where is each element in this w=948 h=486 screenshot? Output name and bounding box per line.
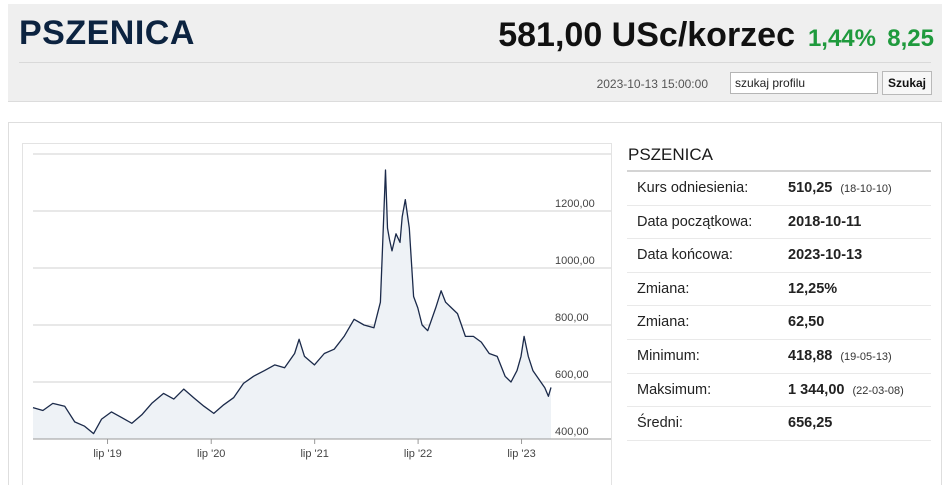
- stats-label: Minimum:: [637, 347, 700, 364]
- stats-label: Zmiana:: [637, 280, 690, 297]
- quote-header: PSZENICA 581,00 USc/korzec 1,44% 8,25 20…: [8, 4, 942, 102]
- stats-value-text: 1 344,00: [788, 381, 845, 398]
- x-tick-label: lip '22: [404, 448, 432, 460]
- x-tick-label: lip '20: [197, 448, 225, 460]
- stats-row: Zmiana: 12,25%: [627, 273, 931, 307]
- stats-title: PSZENICA: [627, 142, 931, 172]
- x-tick-label: lip '23: [507, 448, 535, 460]
- stats-table: PSZENICA Kurs odniesienia: 510,25 (18-10-1…: [627, 142, 931, 441]
- stats-value: 418,88 (19-05-13): [788, 348, 892, 364]
- stats-label: Zmiana:: [637, 314, 690, 331]
- price-chart: 400,00 600,00 800,00 1000,00 1200,00 lip '19 l…: [22, 143, 612, 485]
- stats-value: 2023-10-13: [788, 247, 862, 263]
- profile-search-input[interactable]: [730, 72, 878, 94]
- stats-value-date: (22-03-08): [852, 384, 904, 397]
- stats-value: 656,25: [788, 415, 832, 431]
- stats-value-date: (18-10-10): [840, 183, 892, 195]
- stats-value-text: 510,25: [788, 180, 833, 196]
- stats-row: Średni: 656,25: [627, 407, 931, 441]
- price-line: [32, 169, 552, 435]
- stats-row: Data początkowa: 2018-10-11: [627, 206, 931, 240]
- stats-value: 1 344,00 (22-03-08): [788, 382, 904, 398]
- stats-value-text: 62,50: [788, 314, 825, 331]
- stats-label: Kurs odniesienia:: [637, 180, 749, 196]
- content-panel: [8, 122, 942, 485]
- current-price: 581,00 USc/korzec: [498, 16, 795, 54]
- change-absolute: 8,25: [887, 25, 934, 52]
- quote-timestamp: 2023-10-13 15:00:00: [596, 77, 708, 91]
- stats-value: 510,25 (18-10-10): [788, 180, 892, 196]
- header-divider: [19, 62, 931, 63]
- stats-row: Kurs odniesienia: 510,25 (18-10-10): [627, 172, 931, 206]
- stats-label: Średni:: [637, 415, 683, 432]
- stats-value-text: 656,25: [788, 415, 833, 432]
- stats-value-text: 2023-10-13: [788, 247, 863, 264]
- y-tick-label: 600,00: [555, 369, 589, 381]
- stats-rows: Kurs odniesienia: 510,25 (18-10-10) Data po…: [627, 172, 931, 441]
- stats-row: Maksimum: 1 344,00 (22-03-08): [627, 374, 931, 408]
- y-tick-label: 1000,00: [555, 255, 595, 267]
- stats-value: 2018-10-11: [788, 214, 861, 230]
- stats-label: Data końcowa:: [637, 247, 733, 264]
- stats-value-text: 2018-10-11: [788, 213, 862, 230]
- change-percent: 1,44%: [807, 25, 876, 52]
- stats-row: Zmiana: 62,50: [627, 306, 931, 340]
- stats-value: 12,25%: [788, 281, 837, 297]
- x-tick-label: lip '21: [300, 448, 328, 460]
- stats-value-text: 12,25%: [788, 280, 838, 297]
- y-tick-label: 400,00: [555, 426, 589, 438]
- price-chart-svg: 400,00 600,00 800,00 1000,00 1200,00 lip '19 l…: [32, 153, 611, 460]
- search-button[interactable]: Szukaj: [882, 71, 932, 95]
- price-area: [33, 170, 551, 439]
- stats-value: 62,50: [788, 314, 824, 330]
- stats-row: Data końcowa: 2023-10-13: [627, 239, 931, 273]
- stats-value-text: 418,88: [788, 347, 833, 364]
- stats-label: Maksimum:: [637, 381, 712, 398]
- stats-value-date: (19-05-13): [840, 350, 892, 363]
- stats-label: Data początkowa:: [637, 213, 753, 230]
- instrument-title: PSZENICA: [19, 14, 195, 52]
- y-tick-label: 1200,00: [555, 198, 595, 210]
- x-tick-label: lip '19: [93, 448, 121, 460]
- y-tick-label: 800,00: [555, 312, 589, 324]
- stats-row: Minimum: 418,88 (19-05-13): [627, 340, 931, 374]
